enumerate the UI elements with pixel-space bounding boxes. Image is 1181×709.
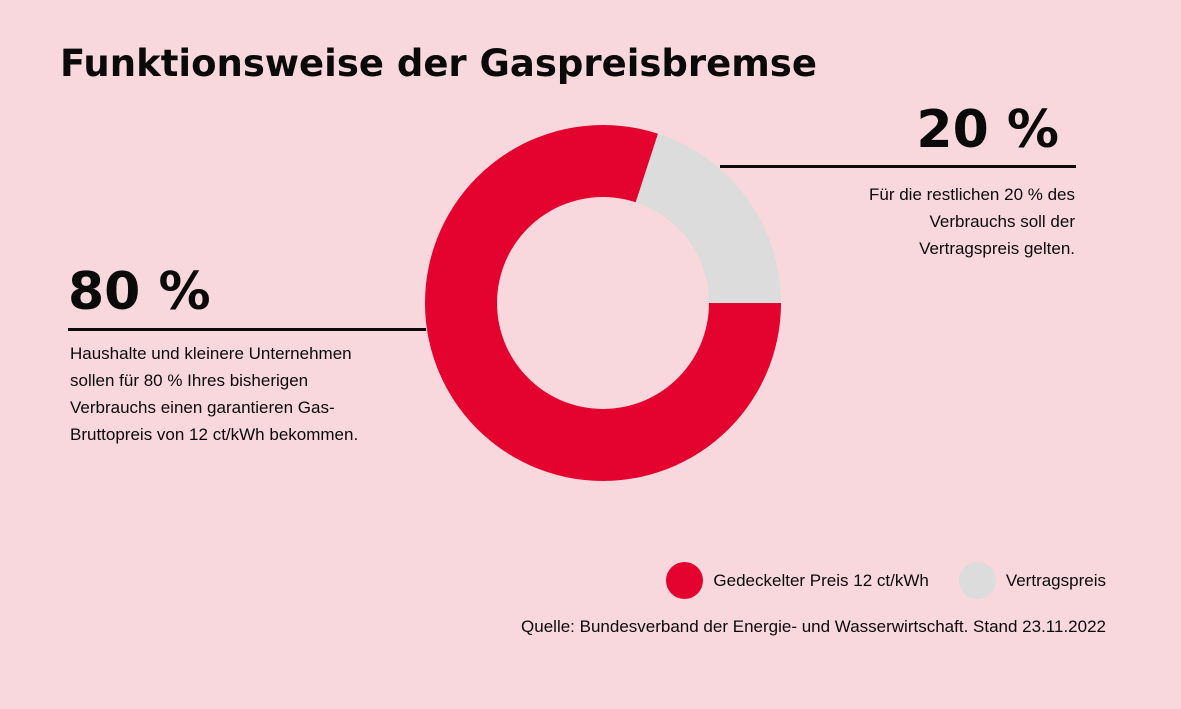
annotation-20-rule xyxy=(720,165,1076,168)
annotation-20-value: 20 % xyxy=(916,100,1059,160)
donut-slice-capped xyxy=(425,125,781,482)
annotation-20-text: Für die restlichen 20 % des Verbrauchs s… xyxy=(815,181,1075,262)
annotation-80-line: Bruttopreis von 12 ct/kWh bekommen. xyxy=(70,425,359,444)
legend-swatch-contract xyxy=(958,562,996,599)
annotation-80-line: Verbrauchs einen garantieren Gas- xyxy=(70,398,335,417)
annotation-80-text: Haushalte und kleinere Unternehmen solle… xyxy=(70,340,430,448)
annotation-80-line: Haushalte und kleinere Unternehmen xyxy=(70,344,352,363)
annotation-80-rule xyxy=(68,328,426,331)
annotation-20-line: Vertragspreis gelten. xyxy=(919,239,1075,258)
chart-title: Funktionsweise der Gaspreisbremse xyxy=(60,42,817,85)
annotation-80-value: 80 % xyxy=(68,262,211,322)
annotation-20-line: Verbrauchs soll der xyxy=(929,212,1075,231)
legend-label-capped: Gedeckelter Preis 12 ct/kWh xyxy=(713,570,929,590)
donut-slice-contract xyxy=(635,133,781,303)
annotation-20-line: Für die restlichen 20 % des xyxy=(869,185,1075,204)
legend-swatch-capped xyxy=(666,562,704,599)
legend-item-capped: Gedeckelter Preis 12 ct/kWh xyxy=(666,562,929,599)
source-note: Quelle: Bundesverband der Energie- und W… xyxy=(521,617,1106,636)
legend-item-contract: Vertragspreis xyxy=(958,562,1106,599)
legend-label-contract: Vertragspreis xyxy=(1005,570,1106,590)
legend: Gedeckelter Preis 12 ct/kWh Vertragsprei… xyxy=(666,562,1106,599)
annotation-80-line: sollen für 80 % Ihres bisherigen xyxy=(70,371,309,390)
